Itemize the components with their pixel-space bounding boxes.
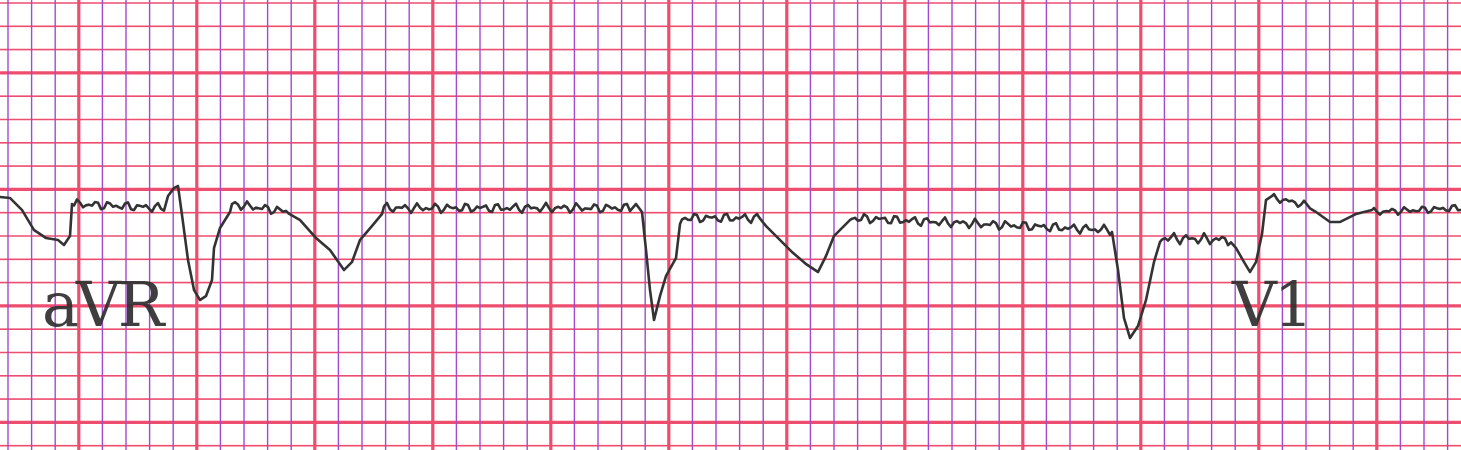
ecg-waveform-trace [0,184,1461,340]
lead-label-avr: aVR [42,268,164,341]
lead-label-v1: V1 [1232,268,1313,341]
